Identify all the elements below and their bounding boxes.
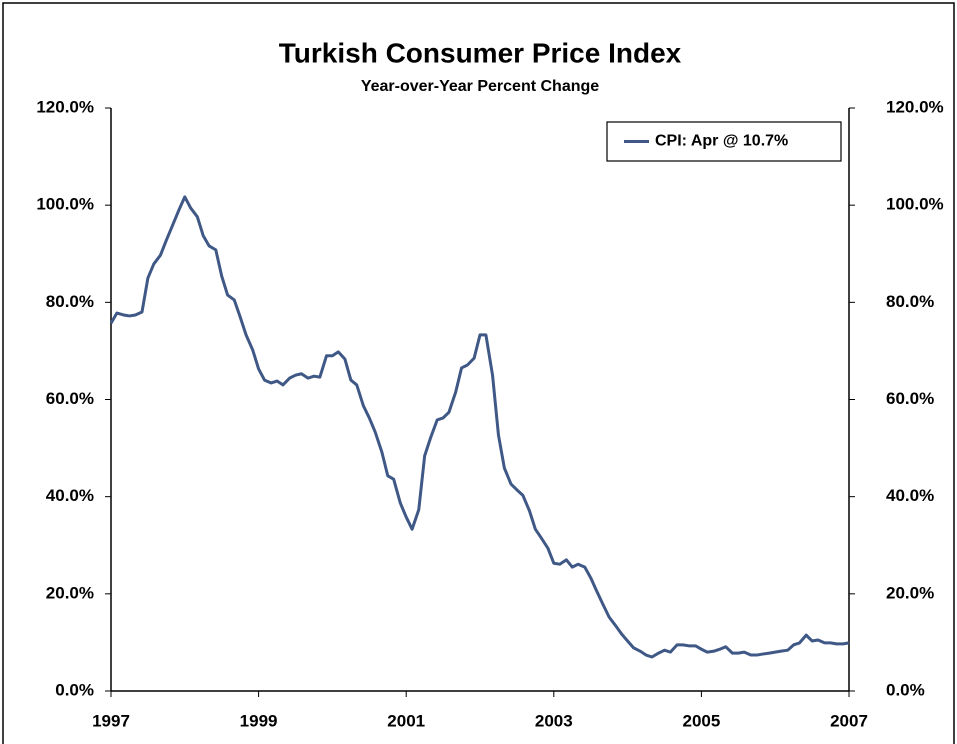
y2-tick-label: 20.0% bbox=[886, 583, 934, 602]
y2-tick-label: 80.0% bbox=[886, 292, 934, 311]
y2-tick-label: 40.0% bbox=[886, 486, 934, 505]
y-tick-label: 40.0% bbox=[46, 486, 94, 505]
x-tick-label: 1997 bbox=[92, 711, 130, 730]
x-tick-label: 2001 bbox=[387, 711, 425, 730]
legend-label: CPI: Apr @ 10.7% bbox=[655, 133, 788, 150]
y2-tick-label: 0.0% bbox=[886, 680, 925, 699]
y2-tick-label: 120.0% bbox=[886, 97, 944, 116]
y-tick-label: 60.0% bbox=[46, 389, 94, 408]
y-tick-label: 20.0% bbox=[46, 583, 94, 602]
x-tick-label: 2005 bbox=[682, 711, 720, 730]
series-line bbox=[109, 195, 850, 659]
y-tick-label: 120.0% bbox=[36, 97, 94, 116]
y2-tick-label: 60.0% bbox=[886, 389, 934, 408]
y-tick-label: 100.0% bbox=[36, 195, 94, 214]
y2-tick-label: 100.0% bbox=[886, 195, 944, 214]
y-tick-label: 80.0% bbox=[46, 292, 94, 311]
x-tick-label: 2003 bbox=[535, 711, 573, 730]
chart-title: Turkish Consumer Price Index bbox=[279, 37, 682, 68]
x-tick-label: 1999 bbox=[240, 711, 278, 730]
x-tick-label: 2007 bbox=[830, 711, 868, 730]
y-tick-label: 0.0% bbox=[55, 680, 94, 699]
chart-subtitle: Year-over-Year Percent Change bbox=[361, 78, 599, 95]
